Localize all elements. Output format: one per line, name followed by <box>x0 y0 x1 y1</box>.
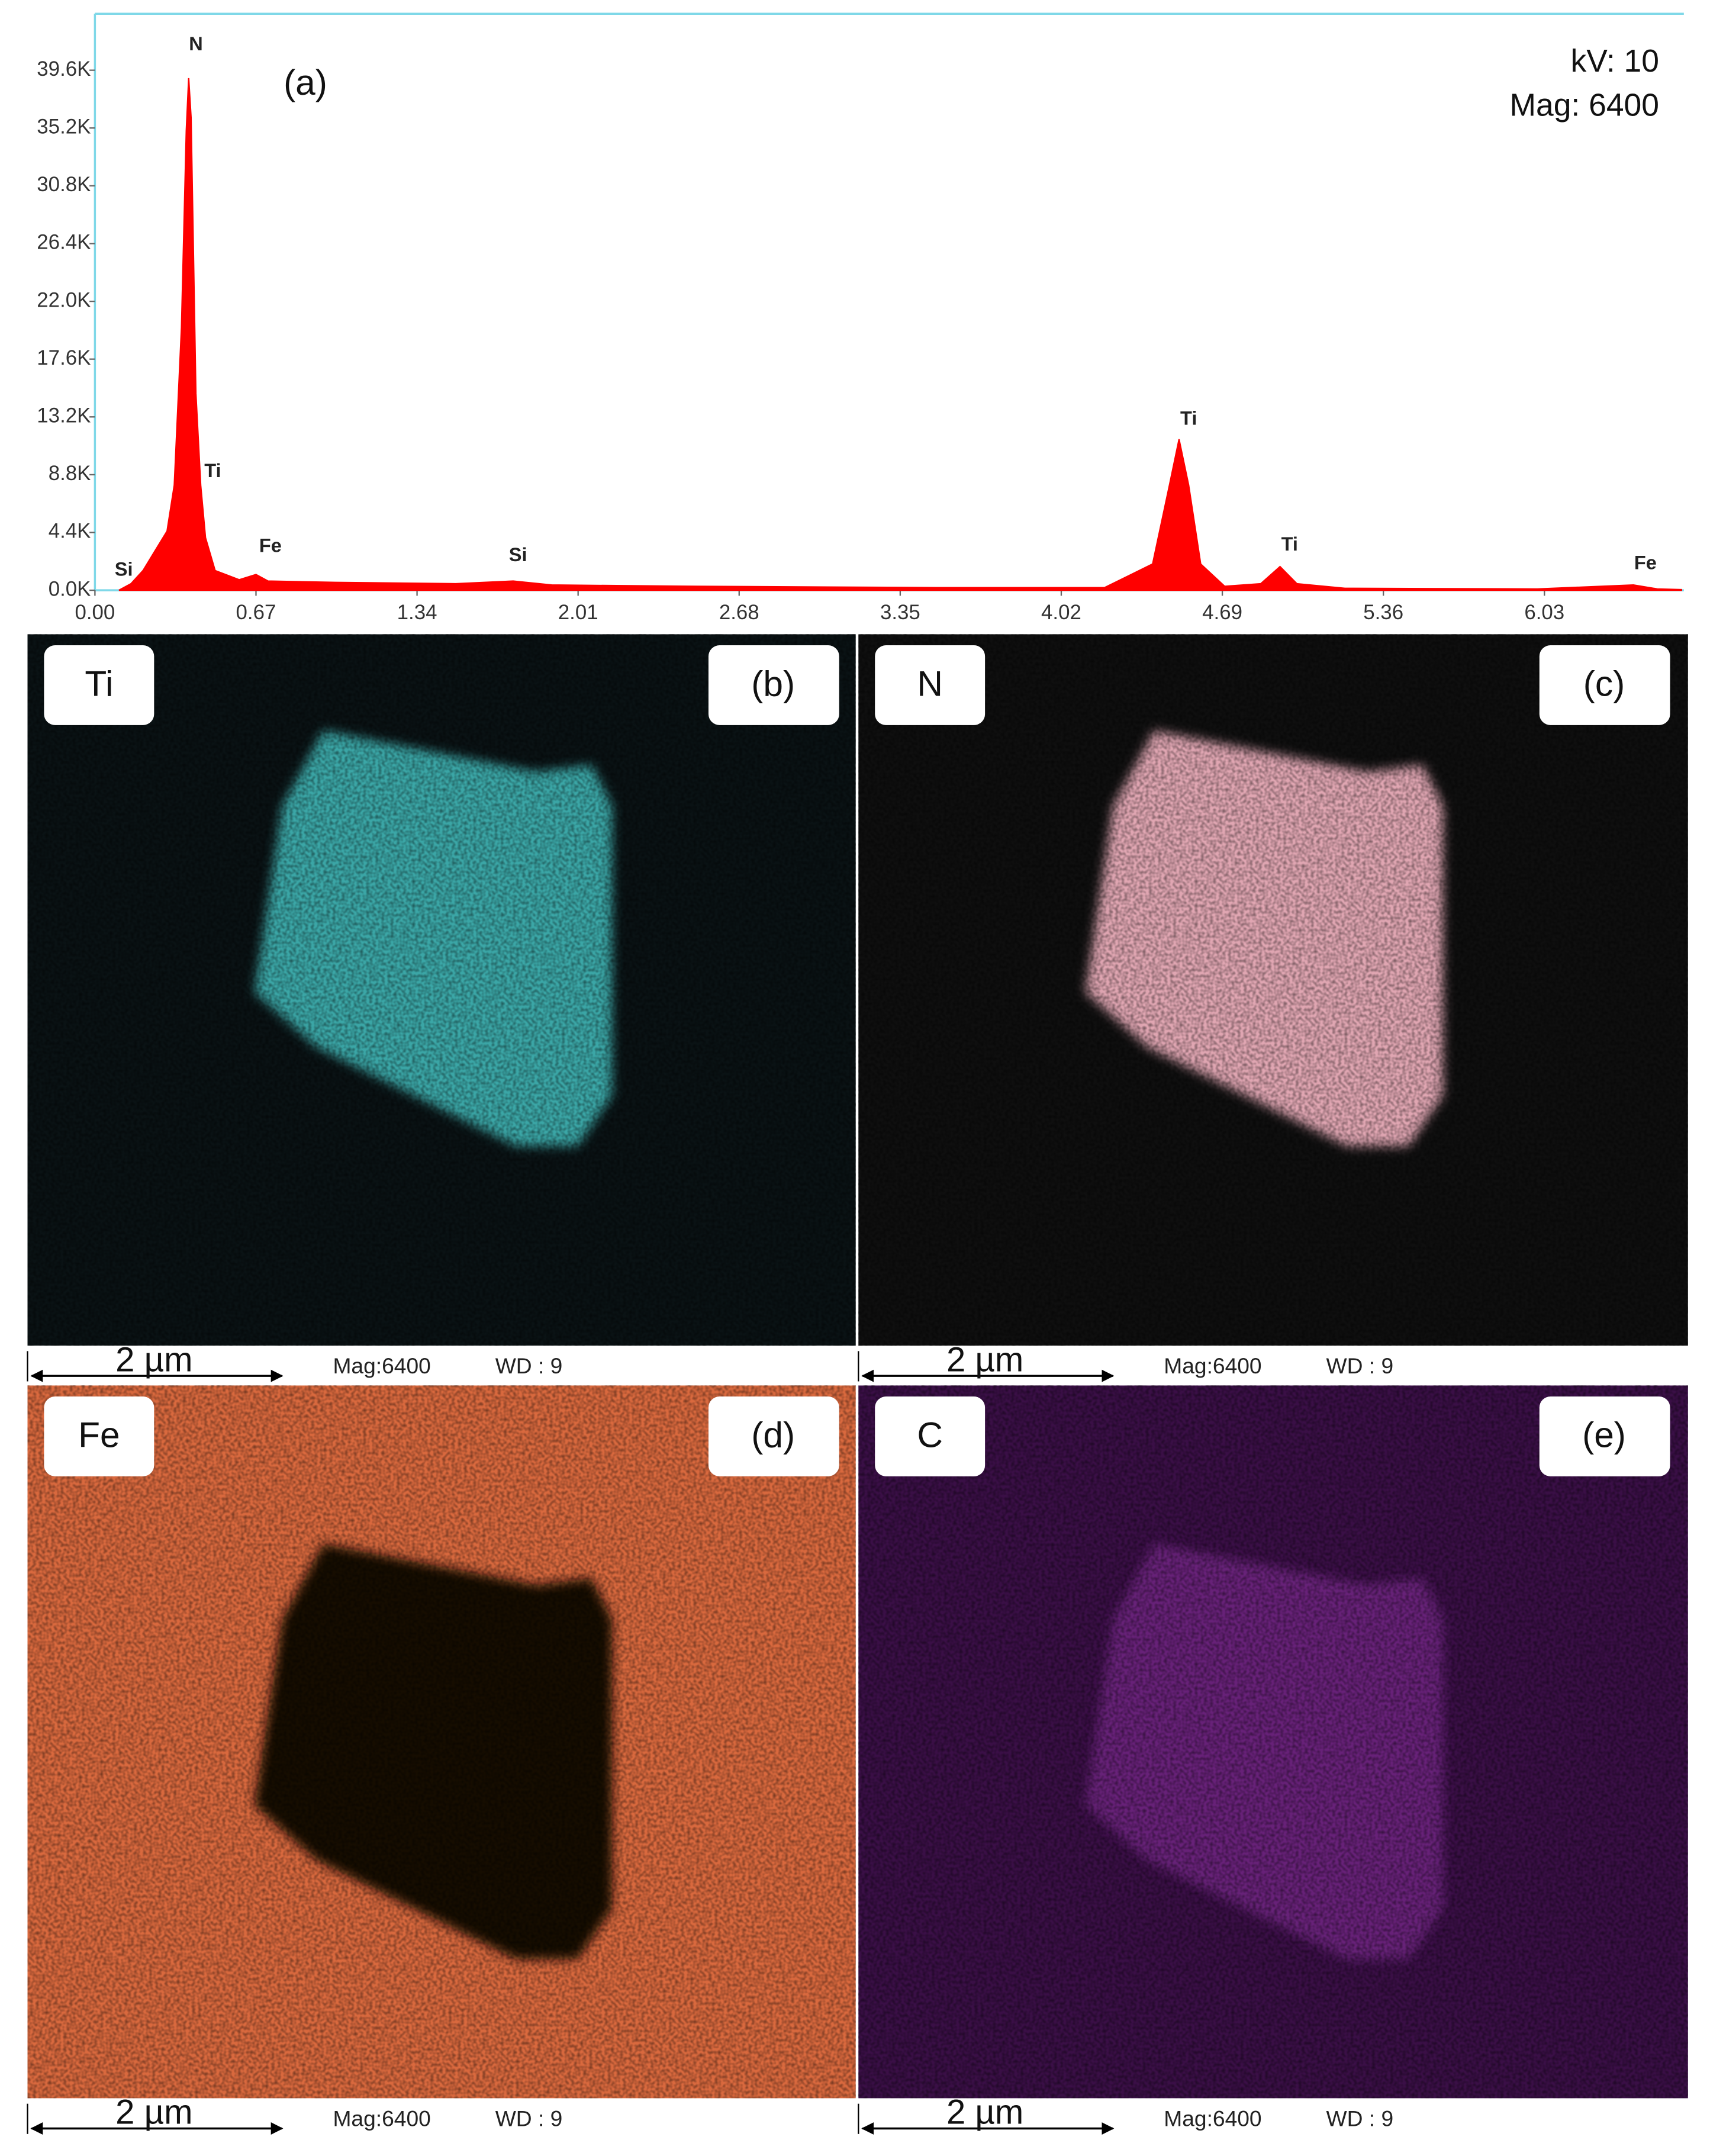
panel-label: (c) <box>1583 664 1625 704</box>
y-tick-label: 13.2K <box>37 404 91 427</box>
mag-label: Mag:6400 <box>1164 2106 1261 2131</box>
scale-label: 2 µm <box>115 1340 192 1379</box>
y-tick-label: 35.2K <box>37 115 91 138</box>
y-tick-label: 8.8K <box>49 462 91 485</box>
noise <box>858 634 1688 1346</box>
scale-label: 2 µm <box>115 2093 192 2132</box>
y-tick-label: 22.0K <box>37 288 91 311</box>
panel-label: (a) <box>284 62 327 102</box>
x-tick-label: 4.69 <box>1202 601 1242 624</box>
peak-label: Ti <box>1180 407 1197 429</box>
noise <box>27 634 856 1346</box>
x-tick-label: 1.34 <box>397 601 437 624</box>
label-box <box>708 645 839 725</box>
annotation: kV: 10 <box>1570 44 1659 79</box>
x-tick-label: 3.35 <box>880 601 920 624</box>
element-label: Fe <box>78 1415 120 1455</box>
peak-label: Si <box>115 558 133 580</box>
element-box <box>875 1396 986 1476</box>
y-tick-label: 17.6K <box>37 346 91 369</box>
label-box <box>1539 645 1670 725</box>
peak-label: Ti <box>204 460 221 481</box>
x-tick-label: 6.03 <box>1524 601 1564 624</box>
scale-label: 2 µm <box>946 2093 1023 2132</box>
y-tick-label: 26.4K <box>37 231 91 254</box>
wd-label: WD : 9 <box>1326 2106 1394 2131</box>
peak-label: Ti <box>1281 533 1298 555</box>
y-tick-label: 39.6K <box>37 57 91 81</box>
scale-label: 2 µm <box>946 1340 1023 1379</box>
element-box <box>875 645 986 725</box>
x-tick-label: 5.36 <box>1363 601 1403 624</box>
peak-label: Fe <box>1634 552 1657 573</box>
x-tick-label: 2.01 <box>558 601 598 624</box>
wd-label: WD : 9 <box>495 1353 563 1378</box>
noise <box>27 1385 856 2099</box>
mag-label: Mag:6400 <box>1164 1353 1261 1378</box>
label-box <box>1539 1396 1670 1476</box>
peak-label: Si <box>509 544 527 565</box>
element-label: Ti <box>85 664 113 704</box>
noise <box>858 1385 1688 2099</box>
y-tick-label: 0.0K <box>49 577 91 600</box>
annotation: Mag: 6400 <box>1509 88 1659 123</box>
element-label: N <box>917 664 943 704</box>
peak-label: N <box>189 33 202 54</box>
y-tick-label: 4.4K <box>49 520 91 543</box>
label-box <box>708 1396 839 1476</box>
spectrum-area <box>118 78 1682 591</box>
panel-label: (d) <box>751 1415 795 1455</box>
mag-label: Mag:6400 <box>333 2106 430 2131</box>
wd-label: WD : 9 <box>1326 1353 1394 1378</box>
y-tick-label: 30.8K <box>37 173 91 196</box>
x-tick-label: 0.67 <box>236 601 276 624</box>
mag-label: Mag:6400 <box>333 1353 430 1378</box>
panel-label: (b) <box>751 664 795 704</box>
peak-label: Fe <box>259 535 282 556</box>
element-box <box>44 645 154 725</box>
x-tick-label: 0.00 <box>75 601 115 624</box>
element-label: C <box>917 1415 943 1455</box>
x-tick-label: 2.68 <box>719 601 759 624</box>
panel-label: (e) <box>1582 1415 1626 1455</box>
x-tick-label: 4.02 <box>1041 601 1081 624</box>
element-box <box>44 1396 154 1476</box>
wd-label: WD : 9 <box>495 2106 563 2131</box>
